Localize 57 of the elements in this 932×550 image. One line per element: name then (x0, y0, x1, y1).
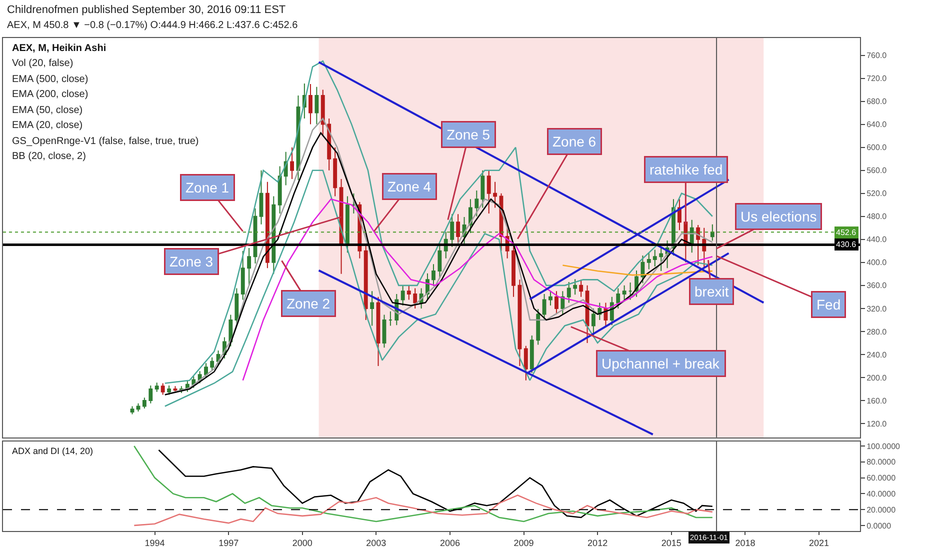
text: AEX, M, Heikin Ashi (12, 43, 106, 54)
y-tick-label: 440.0 (866, 235, 888, 244)
annotation: Vol (20, false) (12, 58, 74, 69)
y-tick-label: 400.0 (866, 258, 888, 268)
annotation: Us elections (740, 208, 817, 224)
x-tick-label: 2009 (514, 538, 534, 548)
annotation: Zone 2 (286, 296, 330, 312)
x-tick-label: 2006 (440, 538, 460, 548)
annotation: brexit (694, 284, 729, 300)
x-tick-label: 2003 (366, 538, 386, 548)
y-tick-label: 120.0 (866, 419, 888, 428)
y-tick-label: 360.0 (866, 281, 888, 290)
text: AEX, M 450.8 ▼ −0.8 (−0.17%) O:444.9 H:466.2 L:437.6 C:452.6 (7, 20, 298, 31)
annotation: Zone 6 (552, 134, 596, 150)
annotation: EMA (200, close) (12, 89, 88, 100)
x-tick-label: 1997 (218, 538, 239, 548)
y-tick-label: 80.0000 (866, 458, 896, 467)
x-tick-label: 1994 (144, 538, 165, 548)
annotation: Zone 5 (446, 126, 490, 142)
x-tick-label: 2018 (735, 538, 756, 548)
y-tick-label: 100.0000 (866, 442, 901, 451)
ref-line-label: 430.6 (836, 240, 857, 249)
y-tick-label: 640.0 (866, 120, 888, 130)
annotation: GS_OpenRnge-V1 (false, false, true, true) (12, 136, 199, 147)
y-tick-label: 320.0 (866, 304, 888, 314)
y-tick-label: 20.0000 (866, 505, 896, 514)
y-tick-label: 0.0000 (866, 521, 892, 530)
y-tick-label: 680.0 (866, 97, 888, 106)
x-tick-label: 2015 (661, 538, 682, 548)
x-tick-label: 2021 (809, 538, 830, 548)
text: Childrenofmen published September 30, 2016 09:11 EST (7, 4, 286, 16)
annotation: EMA (50, close) (12, 105, 83, 116)
annotation: Fed (816, 296, 841, 312)
annotation: Zone 4 (388, 178, 432, 194)
annotation: Zone 1 (186, 180, 230, 196)
y-tick-label: 160.0 (866, 396, 888, 406)
x-tick-label: 2012 (588, 538, 608, 548)
y-tick-label: 60.0000 (866, 474, 896, 483)
y-tick-label: 600.0 (866, 143, 888, 152)
annotation: EMA (20, close) (12, 120, 83, 131)
x-tick-label: 2000 (292, 538, 312, 548)
annotation: EMA (500, close) (12, 74, 88, 85)
annotation: Zone 3 (170, 254, 214, 270)
y-tick-label: 200.0 (866, 373, 888, 382)
annotation: Upchannel + break (602, 356, 720, 372)
y-tick-label: 760.0 (866, 51, 888, 60)
text: ADX and DI (14, 20) (12, 446, 94, 456)
annotation: BB (20, close, 2) (12, 151, 86, 162)
y-tick-label: 520.0 (866, 189, 888, 198)
y-tick-label: 480.0 (866, 212, 888, 222)
y-tick-label: 560.0 (866, 166, 888, 176)
y-tick-label: 280.0 (866, 327, 888, 336)
annotation: ratehike fed (650, 162, 723, 178)
y-tick-label: 720.0 (866, 74, 888, 84)
ref-line-label: 452.6 (836, 228, 857, 237)
y-tick-label: 240.0 (866, 350, 888, 360)
y-tick-label: 40.0000 (866, 489, 896, 498)
